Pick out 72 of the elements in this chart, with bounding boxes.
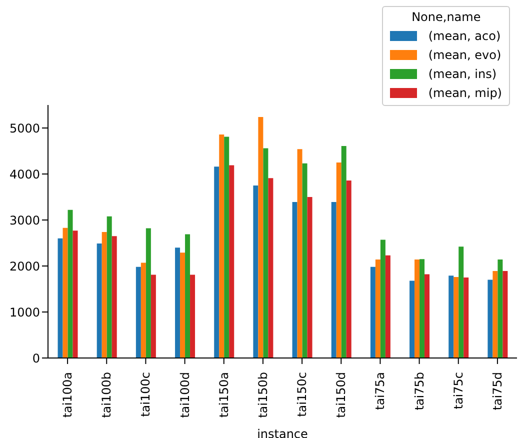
bar bbox=[219, 134, 224, 358]
x-tick-label: tai75d bbox=[490, 372, 504, 410]
bar bbox=[72, 230, 78, 358]
bar bbox=[492, 271, 498, 358]
bar bbox=[331, 202, 336, 358]
y-tick-label: 1000 bbox=[9, 305, 40, 320]
bar bbox=[464, 278, 469, 358]
x-tick-label: tai150a bbox=[216, 372, 231, 418]
bar bbox=[190, 274, 196, 358]
bar bbox=[302, 163, 308, 358]
bar bbox=[268, 178, 274, 358]
x-tick-label: tai100a bbox=[60, 372, 75, 418]
bar bbox=[224, 136, 230, 358]
bar bbox=[420, 259, 425, 358]
bar bbox=[448, 276, 454, 358]
legend-title: None,name bbox=[410, 10, 482, 24]
bar bbox=[58, 238, 63, 358]
bar bbox=[253, 186, 258, 358]
bar bbox=[307, 197, 312, 358]
x-tick-label: tai75b bbox=[412, 372, 426, 410]
bar bbox=[175, 248, 180, 358]
bar bbox=[297, 149, 302, 358]
bar bbox=[414, 260, 420, 358]
bar bbox=[146, 228, 151, 358]
x-tick-label: tai100d bbox=[178, 372, 192, 418]
bar bbox=[341, 146, 346, 358]
bar bbox=[96, 243, 102, 358]
bar bbox=[410, 280, 415, 358]
bar bbox=[62, 228, 68, 358]
bar bbox=[488, 280, 493, 358]
x-tick-label: tai100b bbox=[100, 372, 114, 418]
bar bbox=[214, 166, 220, 358]
bar bbox=[346, 180, 352, 358]
bar bbox=[263, 148, 268, 358]
x-axis-title: instance bbox=[257, 427, 308, 438]
bar bbox=[102, 232, 107, 358]
bar bbox=[385, 255, 390, 358]
legend-label: (mean, aco) bbox=[428, 28, 501, 42]
bar bbox=[112, 236, 117, 358]
x-tick-label: tai75a bbox=[373, 372, 388, 410]
x-tick-label: tai150c bbox=[295, 372, 310, 417]
bar bbox=[454, 277, 459, 358]
y-tick-label: 5000 bbox=[9, 121, 40, 136]
bar bbox=[150, 274, 156, 358]
bar bbox=[424, 274, 430, 358]
x-tick-label: tai150d bbox=[334, 372, 348, 418]
bar bbox=[185, 234, 190, 358]
bar bbox=[458, 246, 464, 358]
bar bbox=[180, 252, 186, 358]
bar bbox=[380, 240, 386, 358]
bar bbox=[68, 210, 73, 358]
bar bbox=[229, 165, 234, 358]
legend-label: (mean, ins) bbox=[428, 66, 497, 80]
legend-label: (mean, mip) bbox=[428, 86, 502, 100]
bar bbox=[106, 216, 112, 358]
y-tick-label: 3000 bbox=[9, 213, 40, 228]
legend-label: (mean, evo) bbox=[428, 48, 502, 62]
y-tick-label: 2000 bbox=[9, 259, 40, 274]
bar bbox=[258, 116, 264, 358]
y-tick-label: 0 bbox=[32, 351, 40, 366]
bar bbox=[292, 202, 298, 358]
bar bbox=[136, 266, 141, 358]
x-tick-label: tai150b bbox=[256, 372, 270, 418]
bar bbox=[375, 260, 380, 358]
bar bbox=[502, 271, 508, 358]
bar bbox=[370, 266, 376, 358]
y-tick-label: 4000 bbox=[9, 167, 40, 182]
bar bbox=[140, 262, 146, 358]
x-tick-label: tai100c bbox=[138, 372, 153, 417]
x-tick-label: tai75c bbox=[451, 372, 466, 410]
bar bbox=[336, 162, 342, 358]
bar bbox=[498, 260, 503, 358]
